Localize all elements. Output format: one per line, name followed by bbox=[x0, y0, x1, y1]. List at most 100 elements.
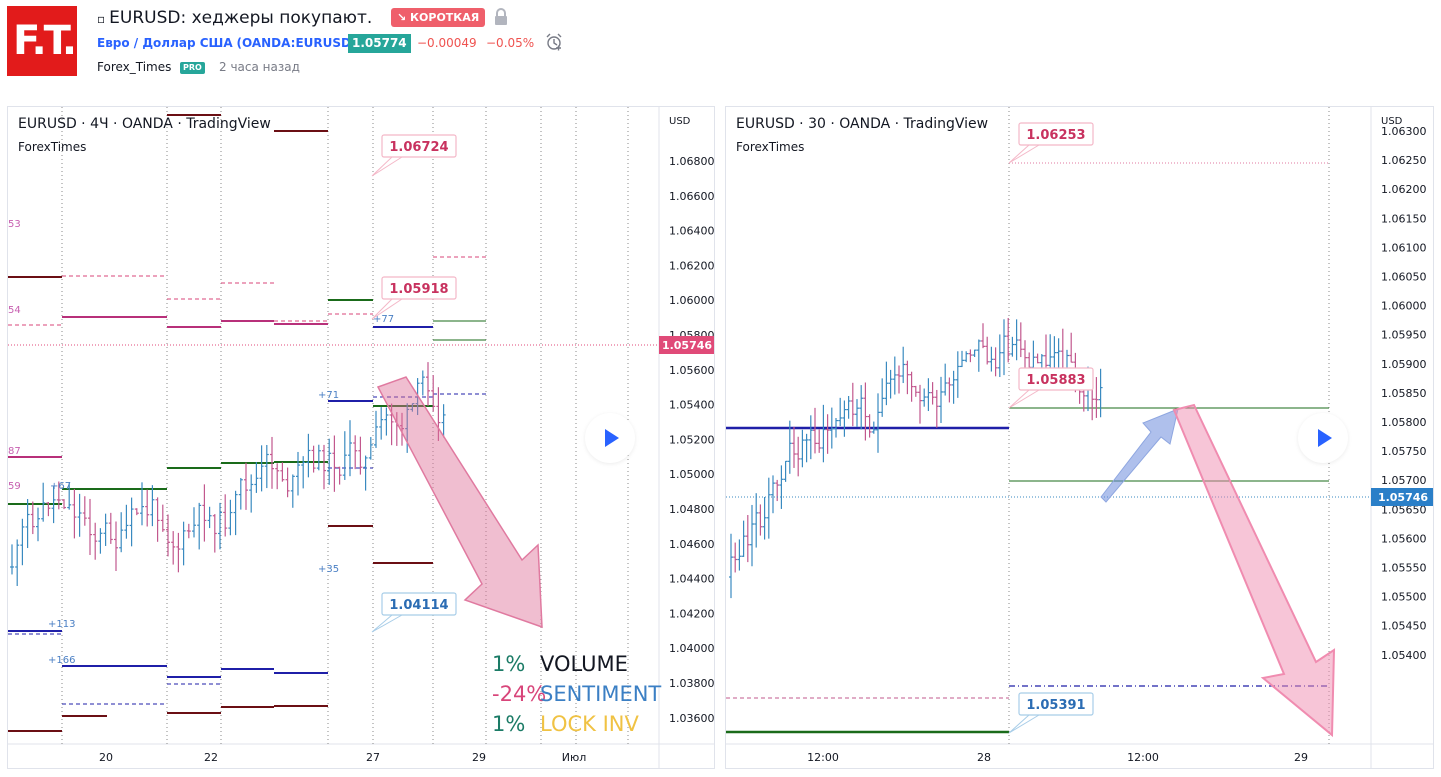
idea-title: ▫ EURUSD: хеджеры покупают. bbox=[97, 8, 372, 28]
price-axis-label: 1.05500 bbox=[1381, 591, 1427, 604]
price-axis-label: 1.05400 bbox=[1381, 649, 1427, 662]
price-axis-label: 1.04200 bbox=[669, 607, 715, 620]
chart-subheading: ForexTimes bbox=[18, 140, 87, 154]
callout-mid-box bbox=[381, 276, 457, 300]
callout-mid-box bbox=[1018, 367, 1094, 391]
last-price: 1.05774 bbox=[348, 34, 411, 53]
bearish-arrow bbox=[376, 376, 543, 629]
chart-30m[interactable]: USD 1.06300 1.06250 1.06200 1.06150 1.06100 1.… bbox=[725, 106, 1434, 769]
price-axis-label: 1.06050 bbox=[1381, 271, 1427, 284]
callout-mid-label: 1.05883 bbox=[1026, 373, 1085, 388]
play-button[interactable] bbox=[1298, 413, 1348, 463]
chart-4h[interactable]: USD 1.06800 1.06600 1.06400 1.06200 1.06000 1.… bbox=[7, 106, 715, 769]
symbol-full-name[interactable]: Евро / Доллар США bbox=[97, 36, 233, 50]
callout-mid-pointer bbox=[371, 298, 403, 320]
alarm-clock-icon[interactable] bbox=[545, 33, 563, 51]
brand-logo[interactable]: F.T. bbox=[7, 6, 77, 76]
time-axis-label: 28 bbox=[977, 751, 991, 764]
author-name[interactable]: Forex_Times bbox=[97, 60, 172, 74]
price-axis-label: 1.04000 bbox=[669, 642, 715, 655]
time-axis-label: 20 bbox=[99, 751, 113, 764]
price-change: −0.00049 bbox=[417, 36, 477, 50]
price-axis-label: 1.05650 bbox=[1381, 503, 1427, 516]
legend-lock-inv-percent: 1% bbox=[492, 712, 526, 736]
price-axis-label: 1.05200 bbox=[669, 433, 715, 446]
callout-low-box bbox=[1018, 692, 1094, 716]
callout-high-label: 1.06253 bbox=[1026, 128, 1085, 143]
price-axis-label: 1.05550 bbox=[1381, 562, 1427, 575]
price-axis-label: 1.03600 bbox=[669, 712, 715, 725]
current-price-tag-bg bbox=[1371, 488, 1433, 506]
callout-low-pointer bbox=[1008, 714, 1040, 734]
publish-time: 2 часа назад bbox=[219, 60, 300, 74]
level-change-label: +67 bbox=[50, 481, 71, 492]
legend-lock-inv-label: LOCK INV bbox=[540, 712, 639, 736]
time-axis-label: 27 bbox=[366, 751, 380, 764]
callout-low-pointer bbox=[371, 614, 403, 633]
edge-level-label: 53 bbox=[8, 219, 21, 230]
chart-heading: EURUSD · 4Ч · OANDA · TradingView bbox=[18, 116, 271, 132]
legend-lock-inv: 1% LOCK INV bbox=[492, 712, 639, 736]
time-axis-label: 29 bbox=[1294, 751, 1308, 764]
price-axis-label: 1.05750 bbox=[1381, 445, 1427, 458]
level-change-label: +77 bbox=[373, 314, 394, 325]
chart-subheading: ForexTimes bbox=[736, 140, 805, 154]
edge-level-label: 54 bbox=[8, 305, 21, 316]
price-change-percent: −0.05% bbox=[486, 36, 535, 50]
price-axis-label: 1.04400 bbox=[669, 573, 715, 586]
price-axis-label: 1.05900 bbox=[1381, 358, 1427, 371]
current-price-tag-bg bbox=[659, 336, 714, 354]
edge-level-label: 59 bbox=[8, 481, 21, 492]
legend-volume-percent: 1% bbox=[492, 652, 526, 676]
price-axis-label: 1.05400 bbox=[669, 399, 715, 412]
chart-heading: EURUSD · 30 · OANDA · TradingView bbox=[736, 116, 989, 132]
symbol-line[interactable]: Евро / Доллар США (OANDA:EURUSD) bbox=[97, 36, 356, 50]
price-axis-label: 1.05600 bbox=[1381, 532, 1427, 545]
level-change-label: +71 bbox=[318, 390, 339, 401]
price-axis-label: 1.06600 bbox=[669, 190, 715, 203]
time-axis-label: 12:00 bbox=[1127, 751, 1159, 764]
time-axis-label: 29 bbox=[472, 751, 486, 764]
legend-volume-label: VOLUME bbox=[540, 652, 628, 676]
price-axis-label: 1.06150 bbox=[1381, 212, 1427, 225]
price-axis-label: 1.06100 bbox=[1381, 241, 1427, 254]
price-axis-label: 1.06000 bbox=[669, 294, 715, 307]
time-axis-label: Июл bbox=[562, 751, 587, 764]
play-button[interactable] bbox=[585, 413, 635, 463]
level-change-label: +166 bbox=[48, 655, 75, 666]
callout-high-label: 1.06724 bbox=[389, 140, 448, 155]
legend-sentiment-label: SENTIMENT bbox=[540, 682, 662, 706]
edge-level-label: 87 bbox=[8, 446, 21, 457]
price-axis-label: 1.04600 bbox=[669, 538, 715, 551]
chart-4h-canvas[interactable]: USD 1.06800 1.06600 1.06400 1.06200 1.06000 1.… bbox=[8, 107, 715, 769]
current-price-tag: 1.05746 bbox=[662, 339, 712, 352]
price-axis-label: 1.05950 bbox=[1381, 329, 1427, 342]
price-axis-label: 1.05000 bbox=[669, 468, 715, 481]
callout-high-box bbox=[1018, 122, 1094, 146]
price-axis-label: 1.05800 bbox=[1381, 416, 1427, 429]
callout-high-pointer bbox=[371, 156, 403, 177]
callout-low-label: 1.04114 bbox=[389, 598, 448, 613]
price-axis-label: 1.06250 bbox=[1381, 154, 1427, 167]
direction-badge: ↘ КОРОТКАЯ bbox=[391, 8, 486, 27]
bearish-arrow bbox=[1172, 403, 1336, 738]
bullish-arrow bbox=[1100, 408, 1179, 503]
callout-mid-pointer bbox=[1008, 389, 1040, 409]
level-change-label: +35 bbox=[318, 564, 339, 575]
price-axis-label: 1.05450 bbox=[1381, 620, 1427, 633]
idea-title-text: EURUSD: хеджеры покупают. bbox=[109, 8, 373, 28]
square-icon: ▫ bbox=[97, 12, 106, 26]
pro-badge: PRO bbox=[180, 62, 205, 74]
callout-high-box bbox=[381, 134, 457, 158]
currency-label: USD bbox=[669, 116, 691, 127]
time-axis-label: 22 bbox=[204, 751, 218, 764]
price-axis-label: 1.06200 bbox=[669, 259, 715, 272]
symbol-code[interactable]: (OANDA:EURUSD) bbox=[236, 36, 357, 50]
price-axis-label: 1.06000 bbox=[1381, 300, 1427, 313]
price-axis-label: 1.05850 bbox=[1381, 387, 1427, 400]
legend-volume: 1% VOLUME bbox=[492, 652, 628, 676]
price-axis-label: 1.05600 bbox=[669, 364, 715, 377]
lock-icon bbox=[495, 8, 507, 25]
callout-low-label: 1.05391 bbox=[1026, 698, 1085, 713]
